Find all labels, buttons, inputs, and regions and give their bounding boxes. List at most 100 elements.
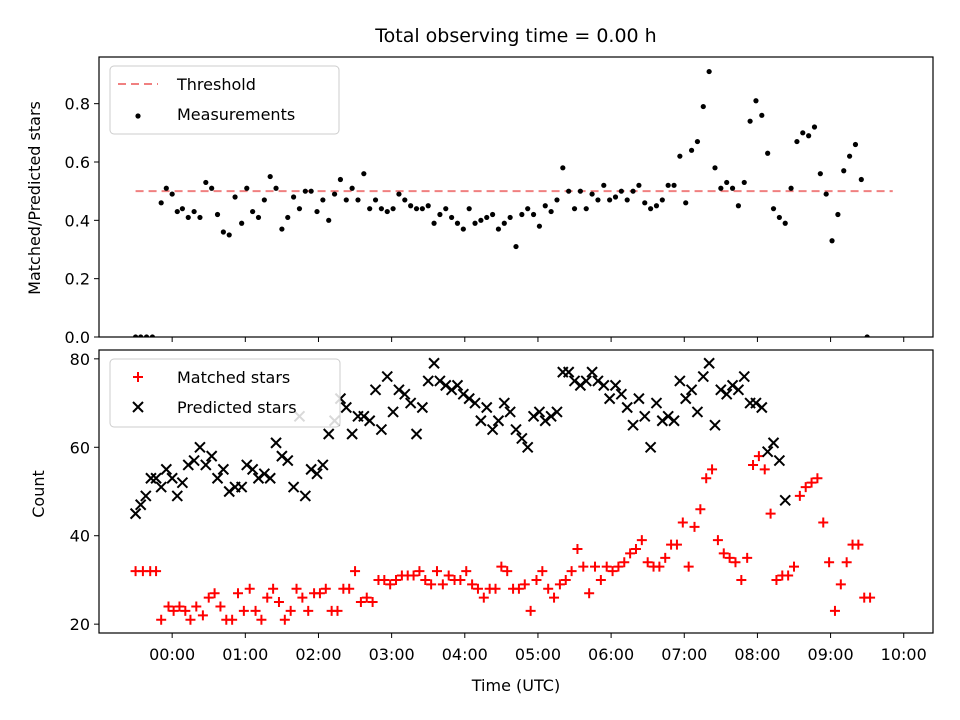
matched-stars-point xyxy=(238,605,249,616)
matched-stars-point xyxy=(783,570,794,581)
predicted-stars-point xyxy=(504,406,516,418)
measurement-point xyxy=(554,197,560,203)
measurement-point xyxy=(519,211,525,218)
measurement-point xyxy=(466,206,472,212)
matched-stars-point xyxy=(180,605,191,616)
measurement-point xyxy=(677,153,683,159)
count-y-tick-label: 60 xyxy=(70,438,90,457)
measurement-point xyxy=(185,214,191,221)
measurement-point xyxy=(800,130,806,136)
count-legend: Matched stars Predicted stars xyxy=(109,358,341,428)
matched-stars-point xyxy=(156,614,167,625)
x-tick-label: 10:00 xyxy=(881,645,927,664)
predicted-stars-point xyxy=(510,423,522,436)
measurement-point xyxy=(361,171,367,177)
predicted-stars-point xyxy=(134,499,147,511)
matched-stars-point xyxy=(671,539,682,550)
matched-stars-point xyxy=(689,521,700,532)
measurement-point xyxy=(659,197,665,203)
measurement-point xyxy=(759,112,765,118)
measurement-point xyxy=(765,150,771,156)
measurement-point xyxy=(688,147,695,153)
measurement-point xyxy=(542,203,548,209)
measurement-point xyxy=(648,206,654,212)
measurement-point xyxy=(747,118,753,124)
matched-stars-point xyxy=(191,601,202,612)
measurement-point xyxy=(261,197,267,203)
x-tick-label: 03:00 xyxy=(369,645,415,664)
count-panel: 20 40 60 80 00:00 01:00 02:00 03:00 04:00 05:00 06… xyxy=(70,349,934,664)
measurement-point xyxy=(302,188,308,194)
predicted-stars-point xyxy=(738,370,750,383)
predicted-stars-point xyxy=(580,375,592,387)
predicted-stars-point xyxy=(375,423,388,436)
predicted-stars-point xyxy=(662,410,674,423)
measurement-point xyxy=(671,182,677,188)
predicted-stars-point xyxy=(211,472,224,484)
measurement-point xyxy=(197,214,203,221)
matched-stars-point xyxy=(250,605,261,616)
measurement-point xyxy=(741,179,747,186)
matched-stars-point xyxy=(701,473,712,484)
x-tick-label: 08:00 xyxy=(734,645,780,664)
predicted-stars-point xyxy=(428,357,440,369)
matched-stars-point xyxy=(549,592,560,603)
measurement-point xyxy=(132,334,139,337)
matched-stars-point xyxy=(806,477,817,488)
predicted-stars-point xyxy=(750,397,762,409)
measurement-point xyxy=(443,206,449,212)
matched-stars-point xyxy=(297,592,308,603)
measurement-point xyxy=(788,185,794,191)
predicted-stars-point xyxy=(492,415,505,427)
matched-stars-point xyxy=(707,464,718,475)
matched-stars-point xyxy=(367,597,378,608)
predicted-stars-point xyxy=(205,450,218,462)
measurement-point xyxy=(232,194,238,200)
measurement-point xyxy=(577,188,583,194)
matched-stars-point xyxy=(443,570,454,581)
matched-stars-point xyxy=(303,605,314,616)
predicted-stars-point xyxy=(481,401,493,414)
predicted-stars-point xyxy=(720,388,733,400)
matched-stars-point xyxy=(519,579,530,590)
predicted-stars-point xyxy=(246,463,259,476)
measurement-point xyxy=(291,194,297,200)
measurement-point xyxy=(718,185,724,191)
predicted-stars-point xyxy=(457,388,470,400)
predicted-stars-point xyxy=(445,384,458,396)
predicted-stars-point xyxy=(150,472,162,484)
measurement-point xyxy=(835,211,841,218)
measurement-point xyxy=(296,206,303,212)
measurement-point xyxy=(250,208,256,215)
measurement-point xyxy=(279,226,285,232)
matched-stars-point xyxy=(566,566,577,577)
matched-stars-point xyxy=(712,535,723,546)
matched-stars-point xyxy=(256,614,267,625)
predicted-stars-point xyxy=(562,366,575,378)
measurement-point xyxy=(829,238,835,244)
measurement-point xyxy=(794,138,800,145)
predicted-stars-point xyxy=(235,481,248,493)
matched-stars-point xyxy=(695,504,706,515)
predicted-stars-point xyxy=(346,428,358,440)
measurement-point xyxy=(811,124,818,130)
measurement-point xyxy=(607,197,613,203)
predicted-stars-point xyxy=(615,388,628,400)
matched-stars-point xyxy=(677,517,688,528)
matched-stars-point xyxy=(660,552,671,563)
measurement-point xyxy=(191,208,197,215)
matched-stars-point xyxy=(853,539,864,550)
matched-stars-point xyxy=(531,574,542,585)
matched-stars-point xyxy=(455,574,466,585)
matched-stars-point xyxy=(344,583,355,594)
measurement-point xyxy=(495,226,502,232)
matched-stars-point xyxy=(244,583,255,594)
matched-stars-point xyxy=(525,605,536,616)
measurement-point xyxy=(560,165,566,171)
matched-stars-point xyxy=(642,557,653,568)
measurement-point xyxy=(226,232,232,238)
predicted-stars-point xyxy=(299,490,312,502)
count-axes-frame xyxy=(98,349,934,634)
matched-stars-point xyxy=(320,583,331,594)
matched-stars-point xyxy=(233,588,243,599)
